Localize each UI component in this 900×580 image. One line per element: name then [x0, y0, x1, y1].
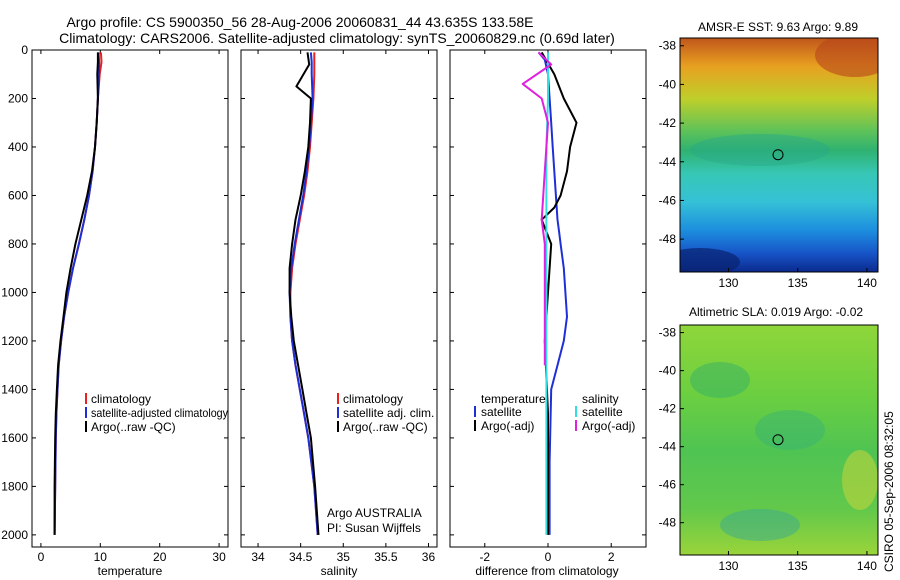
- legend-header-temperature: temperature: [481, 392, 546, 406]
- sla-patch-2: [755, 410, 825, 450]
- sst-map: AMSR-E SST: 9.63 Argo: 9.89 130 135 140 -38…: [659, 20, 879, 290]
- series-line-salinity-satellite: [545, 52, 549, 535]
- salinity-panel: 34 34.5 35 35.5 36 salinity climatology sate…: [240, 49, 438, 578]
- argo-float-marker: [772, 434, 784, 446]
- sst-map-title: AMSR-E SST: 9.63 Argo: 9.89: [698, 20, 858, 34]
- map-y-tick-label: -38: [659, 326, 677, 340]
- annotation-argo-australia: Argo AUSTRALIA: [327, 506, 422, 520]
- y-tick-label: 400: [8, 140, 28, 154]
- map-y-tick-label: -38: [659, 39, 677, 53]
- map-x-tick-label: 140: [857, 276, 877, 290]
- map-y-tick-label: -44: [659, 440, 677, 454]
- temperature-xlabel: temperature: [98, 564, 163, 578]
- sst-warm-patch: [815, 38, 878, 77]
- series-line-temperature-satellite: [537, 51, 568, 535]
- sst-field: [680, 38, 878, 272]
- temperature-axes-box: [31, 49, 229, 548]
- salinity-axes-box: [240, 49, 438, 548]
- legend-label-temp-argo: Argo(-adj): [481, 419, 534, 433]
- temperature-panel: 0 10 20 30 0 200 400 600 800 1000 1200 1400 1600 1800…: [1, 43, 229, 578]
- temperature-legend: climatology satellite-adjusted climatolo…: [85, 392, 228, 434]
- y-tick-label: 0: [21, 43, 28, 57]
- x-tick-label: 2: [608, 550, 615, 564]
- legend-label-climatology: climatology: [343, 392, 403, 406]
- series-line-salinity-argo-adj-: [521, 51, 553, 366]
- map-x-tick-label: 130: [718, 276, 738, 290]
- legend-label-satellite-adjusted: satellite-adjusted climatology: [91, 406, 228, 420]
- y-tick-label: 1200: [1, 334, 28, 348]
- series-line-satellite-adj-clim-: [288, 52, 319, 535]
- map-y-tick-label: -40: [659, 364, 677, 378]
- sst-cool-band: [690, 134, 830, 166]
- y-tick-label: 600: [8, 188, 28, 202]
- map-y-tick-label: -46: [659, 478, 677, 492]
- y-tick-label: 800: [8, 237, 28, 251]
- legend-header-salinity: salinity: [582, 392, 619, 406]
- x-tick-label: -2: [479, 550, 490, 564]
- difference-xlabel: difference from climatology: [475, 564, 618, 578]
- x-tick-label: 0: [38, 550, 45, 564]
- sst-deep-blue: [680, 248, 740, 272]
- argo-float-marker: [772, 149, 784, 161]
- sla-map-frame: [679, 324, 879, 556]
- x-tick-label: 20: [153, 550, 167, 564]
- sla-patch-1: [690, 362, 750, 398]
- x-tick-label: 35.5: [374, 550, 398, 564]
- x-tick-label: 30: [212, 550, 226, 564]
- map-x-tick-label: 140: [857, 559, 877, 573]
- map-y-tick-label: -46: [659, 193, 677, 207]
- y-tick-label: 1000: [1, 285, 28, 299]
- map-y-tick-label: -48: [659, 516, 677, 530]
- sst-map-frame: [679, 37, 879, 273]
- salinity-xlabel: salinity: [321, 564, 358, 578]
- y-tick-label: 2000: [1, 528, 28, 542]
- series-line-argo-raw-qc-: [53, 52, 99, 535]
- x-tick-label: 34.5: [289, 550, 313, 564]
- legend-label-satellite: satellite adj. clim.: [343, 406, 434, 420]
- difference-legend: temperature satellite Argo(-adj) salinit…: [474, 392, 635, 433]
- footer-stamp: CSIRO 05-Sep-2006 08:32:05: [882, 411, 896, 572]
- legend-label-argo: Argo(..raw -QC): [343, 420, 428, 434]
- x-tick-label: 34: [251, 550, 265, 564]
- map-x-tick-label: 130: [718, 559, 738, 573]
- x-tick-label: 0: [545, 550, 552, 564]
- figure-title-line2: Climatology: CARS2006. Satellite-adjuste…: [59, 30, 615, 46]
- map-y-tick-label: -42: [659, 402, 677, 416]
- legend-label-argo: Argo(..raw -QC): [91, 420, 176, 434]
- map-y-tick-label: -40: [659, 77, 677, 91]
- x-tick-label: 10: [94, 550, 108, 564]
- y-tick-label: 200: [8, 91, 28, 105]
- map-y-tick-label: -44: [659, 155, 677, 169]
- map-x-tick-label: 135: [788, 276, 808, 290]
- map-x-tick-label: 135: [788, 559, 808, 573]
- sla-patch-4: [842, 450, 878, 510]
- y-tick-label: 1400: [1, 382, 28, 396]
- difference-panel: -2 0 2 difference from climatology tempera…: [449, 49, 647, 578]
- series-line-argo-raw-qc-: [288, 52, 320, 535]
- map-y-tick-label: -48: [659, 232, 677, 246]
- legend-label-temp-satellite: satellite: [481, 405, 522, 419]
- sla-map-title: Altimetric SLA: 0.019 Argo: -0.02: [689, 305, 863, 319]
- legend-label-climatology: climatology: [91, 392, 151, 406]
- legend-label-sal-argo: Argo(-adj): [582, 419, 635, 433]
- x-tick-label: 35: [337, 550, 351, 564]
- legend-label-sal-satellite: satellite: [582, 405, 623, 419]
- sla-patch-3: [720, 509, 800, 541]
- y-tick-label: 1600: [1, 431, 28, 445]
- map-y-tick-label: -42: [659, 116, 677, 130]
- salinity-legend: climatology satellite adj. clim. Argo(..…: [337, 392, 434, 434]
- x-tick-label: 36: [422, 550, 436, 564]
- annotation-pi-name: PI: Susan Wijffels: [327, 521, 421, 535]
- y-tick-label: 1800: [1, 479, 28, 493]
- sla-map: Altimetric SLA: 0.019 Argo: -0.02 130 135…: [659, 305, 879, 573]
- figure-title-line1: Argo profile: CS 5900350_56 28-Aug-2006 …: [66, 14, 533, 30]
